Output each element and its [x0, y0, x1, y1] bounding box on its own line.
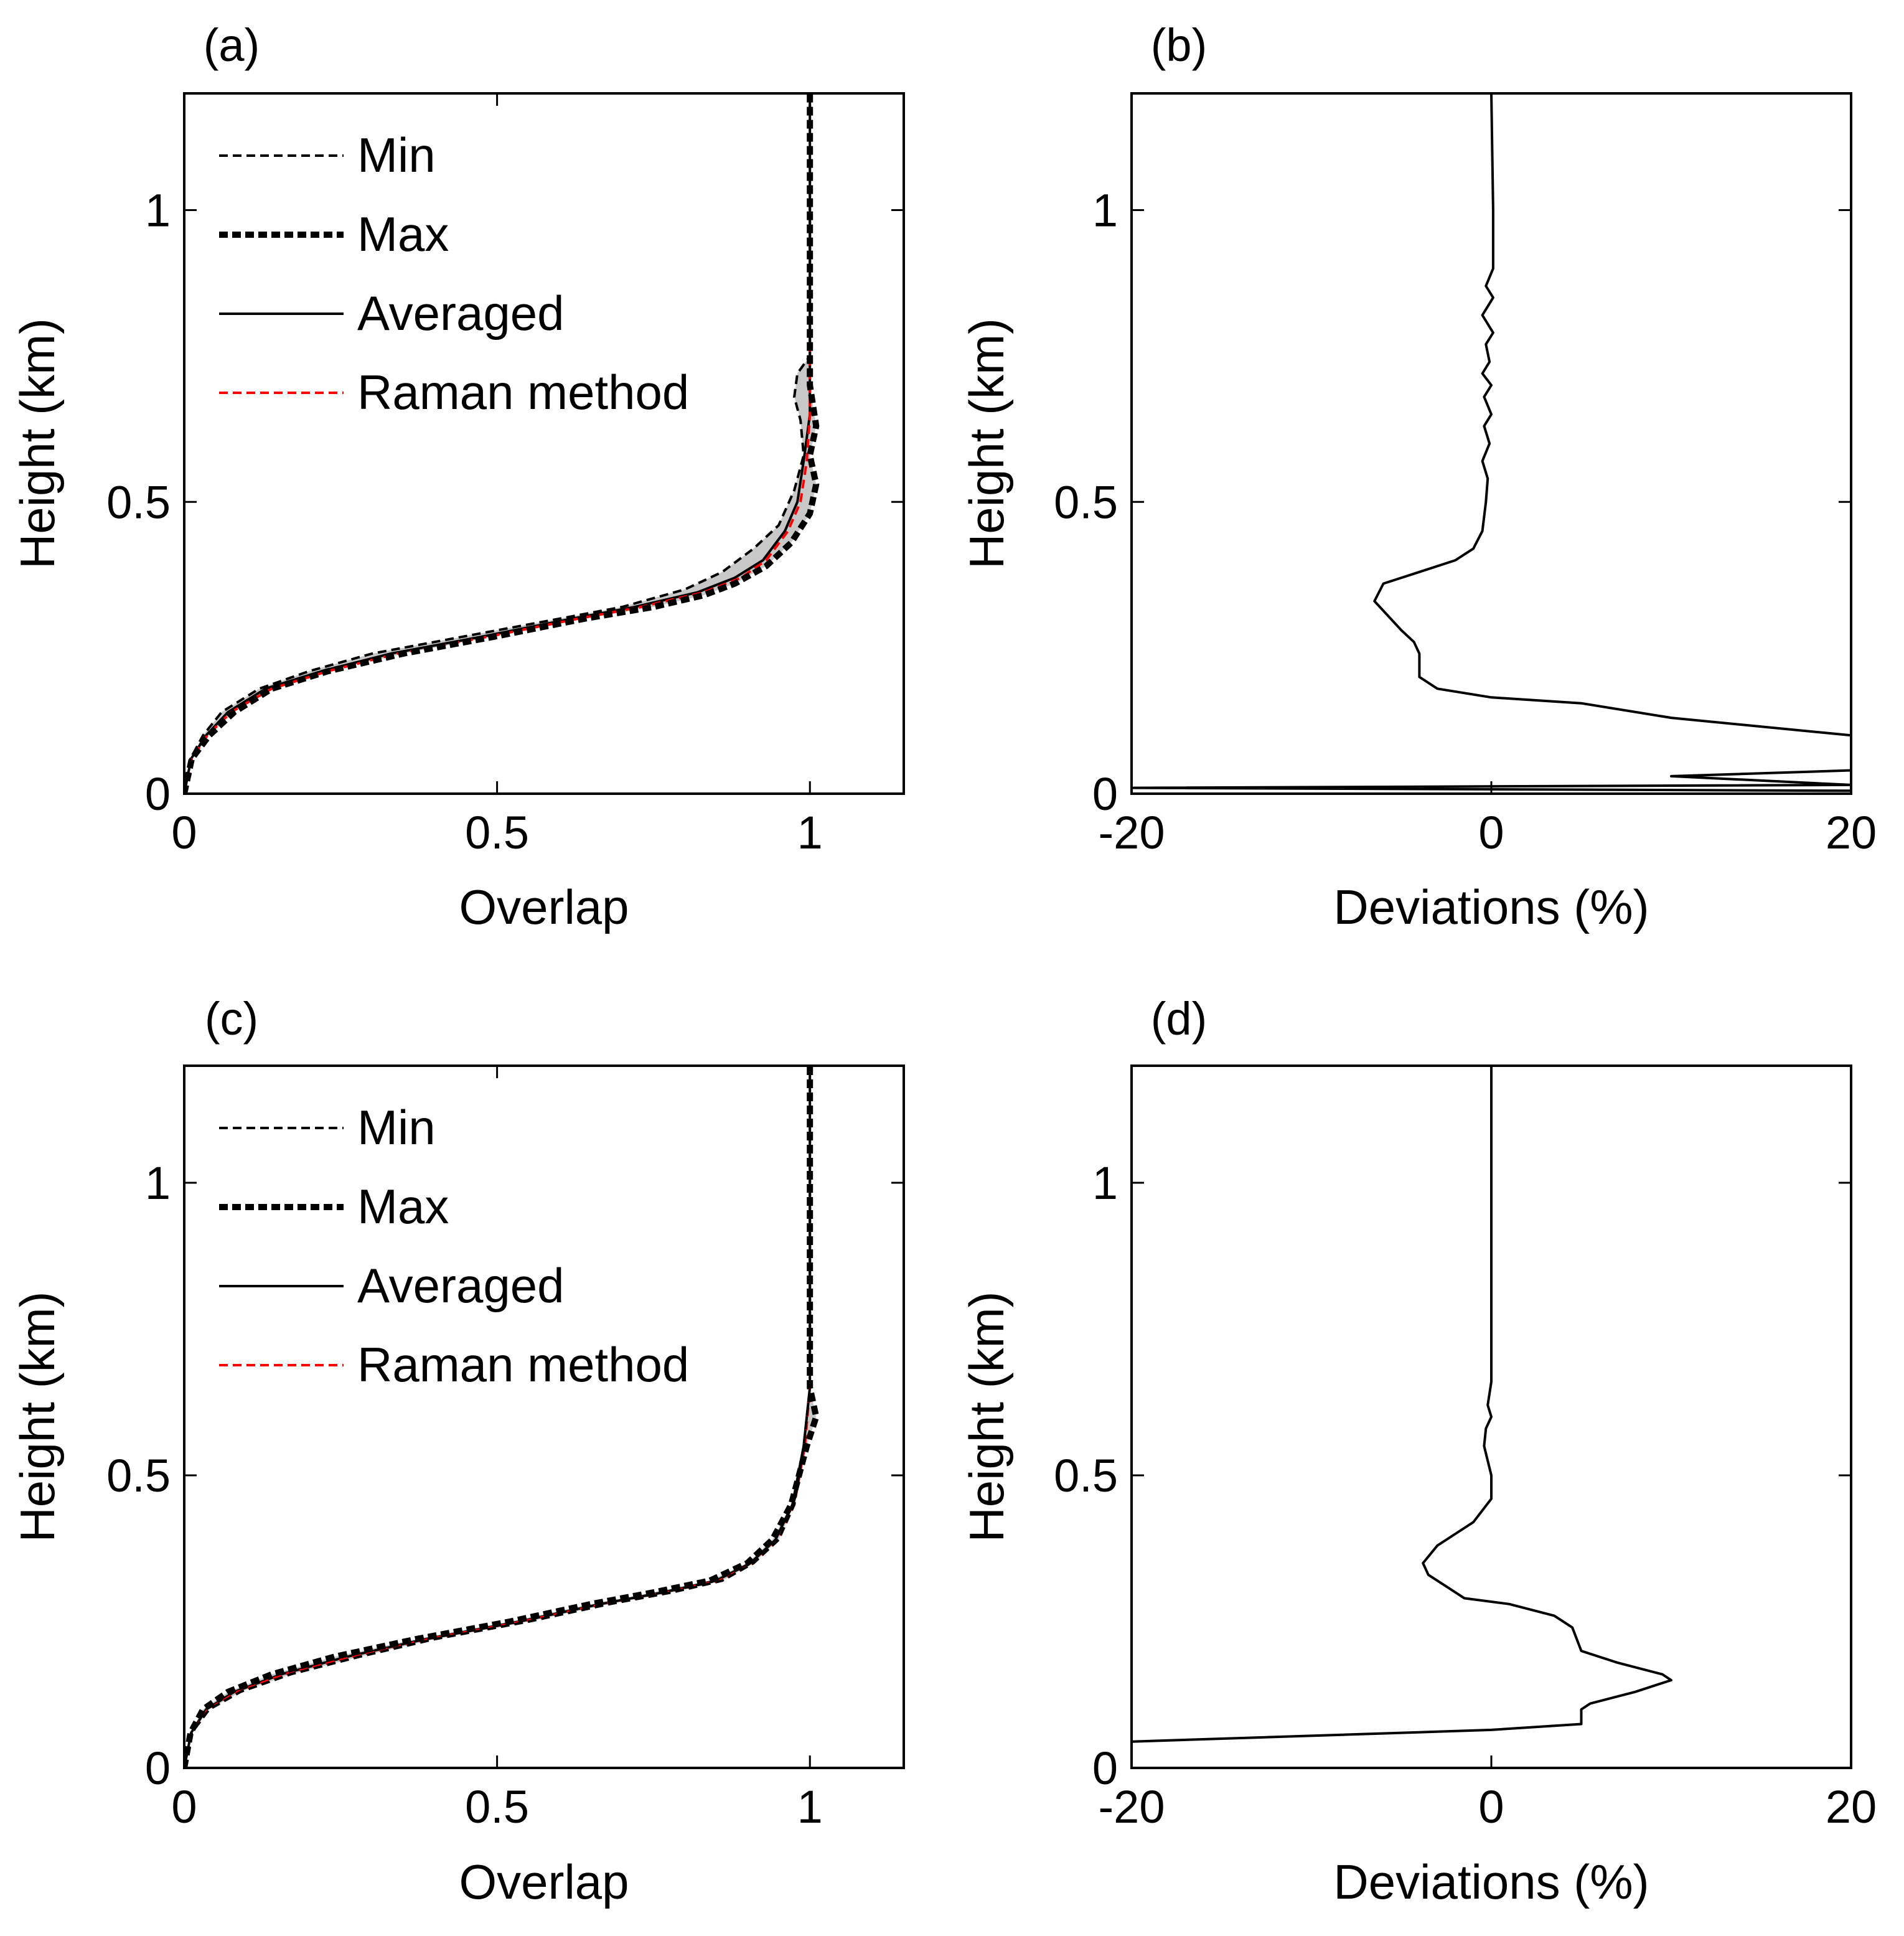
y-tick-label: 0.5: [106, 476, 171, 528]
y-tick-label: 1: [1092, 1157, 1118, 1209]
y-tick-label: 0.5: [1054, 1450, 1118, 1501]
legend-label-raman-method: Raman method: [357, 365, 689, 420]
x-tick-label: 20: [1826, 807, 1877, 858]
legend-label-max: Max: [357, 1179, 449, 1234]
series-line-deviation: [1132, 1066, 1672, 1743]
x-tick-label: 0.5: [465, 807, 529, 858]
panel-a: (a) 0 0.5 1 0 0.5 1 Overlap Height (km) Min Max Av…: [10, 19, 905, 934]
y-tick-label: 1: [145, 185, 171, 237]
x-axis-label: Overlap: [459, 880, 629, 934]
y-tick-label: 1: [1092, 185, 1118, 237]
panel-b-label: (b): [1151, 19, 1207, 71]
panel-d-data-area: [1132, 1066, 1672, 1743]
y-tick-label: 0.5: [1054, 476, 1118, 528]
legend: Min Max Averaged Raman method: [219, 128, 689, 420]
series-line-min: [184, 1066, 812, 1768]
y-axis-label: Height (km): [10, 1291, 65, 1542]
legend-label-raman-method: Raman method: [357, 1337, 689, 1392]
legend-label-min: Min: [357, 1100, 436, 1155]
x-tick-label: 20: [1826, 1781, 1877, 1833]
x-tick-label: 0: [171, 1781, 197, 1833]
series-line-averaged: [184, 93, 812, 794]
y-tick-label: 0: [145, 1742, 171, 1794]
x-tick-label: 0: [1478, 1781, 1504, 1833]
panel-c-label: (c): [205, 993, 258, 1045]
legend-label-max: Max: [357, 207, 449, 261]
y-axis-label: Height (km): [959, 1291, 1014, 1542]
x-tick-label: 0: [1478, 807, 1504, 858]
y-tick-label: 0.5: [106, 1450, 171, 1501]
panel-a-axes-box: [183, 92, 905, 795]
x-tick-label: 1: [797, 807, 823, 858]
y-tick-label: 0: [145, 768, 171, 820]
x-axis-label: Overlap: [459, 1854, 629, 1909]
x-axis-label: Deviations (%): [1333, 1854, 1649, 1909]
y-tick-label: 1: [145, 1157, 171, 1209]
legend-label-averaged: Averaged: [357, 286, 565, 341]
panel-a-label: (a): [204, 19, 260, 71]
legend-label-min: Min: [357, 128, 436, 182]
panel-c: (c) 0 0.5 1 0 0.5 1 Overlap Height (km) Min Max Av…: [10, 993, 905, 1909]
y-axis-label: Height (km): [10, 318, 65, 569]
x-tick-label: 0: [171, 807, 197, 858]
panel-c-plot: 0 0.5 1 0 0.5 1 Overlap Height (km) Min Max Averag…: [10, 1064, 905, 1909]
y-tick-label: 0: [1092, 1742, 1118, 1794]
series-line-max: [184, 93, 820, 794]
x-axis-label: Deviations (%): [1333, 880, 1649, 934]
panel-b-data-area: [1132, 93, 1851, 794]
panel-c-data-area: [184, 1066, 820, 1768]
x-tick-label: 1: [797, 1781, 823, 1833]
legend: Min Max Averaged Raman method: [219, 1100, 689, 1392]
panel-c-axes-box: [183, 1064, 905, 1769]
panel-a-data-area: [184, 93, 820, 794]
panel-d-label: (d): [1151, 993, 1207, 1045]
x-tick-label: -20: [1099, 1781, 1165, 1833]
series-line-deviation: [1132, 93, 1851, 794]
panel-a-plot: 0 0.5 1 0 0.5 1 Overlap Height (km) Min Max Averag…: [10, 92, 905, 934]
x-tick-label: 0.5: [465, 1781, 529, 1833]
y-tick-label: 0: [1092, 768, 1118, 820]
series-line-max: [184, 1066, 820, 1768]
x-tick-label: -20: [1099, 807, 1165, 858]
y-axis-label: Height (km): [959, 318, 1014, 569]
series-line-min: [184, 93, 812, 794]
legend-label-averaged: Averaged: [357, 1258, 565, 1313]
